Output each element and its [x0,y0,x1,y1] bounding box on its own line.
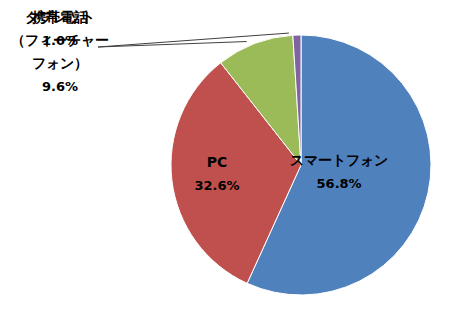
value-label: 9.6% [42,79,78,94]
category-label: 携帯電話（フィーチャーフォン） [11,9,109,71]
pie-chart: スマートフォン 56.8% PC 32.6% 携帯電話（フィーチャーフォン） 9.6% タブ… [0,0,471,313]
category-label: スマートフォン [290,152,388,168]
value-label: 1.0% [42,33,78,48]
value-label: 56.8% [317,176,362,191]
leader-line [98,42,247,47]
category-label: タブレット [25,9,95,25]
slices [171,35,431,295]
labels: スマートフォン 56.8% PC 32.6% 携帯電話（フィーチャーフォン） 9.6% タブ… [11,9,388,193]
chart-container: スマートフォン 56.8% PC 32.6% 携帯電話（フィーチャーフォン） 9.6% タブ… [0,0,471,313]
pie-slice [293,35,301,165]
value-label: 32.6% [195,178,240,193]
leader-line [98,33,289,47]
pie-slice [221,35,301,165]
category-label: PC [207,154,228,170]
